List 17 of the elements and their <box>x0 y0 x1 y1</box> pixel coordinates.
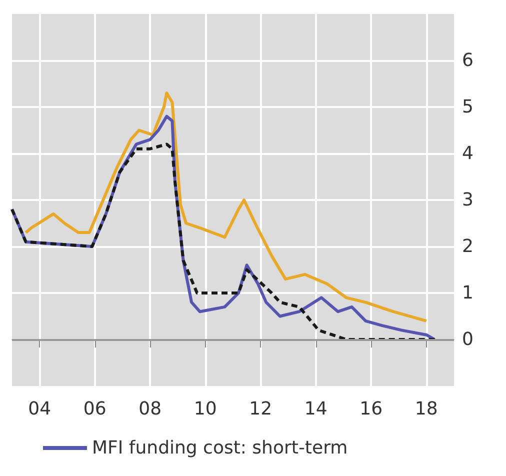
y-tick-label: 4 <box>462 143 474 164</box>
y-tick-label: 6 <box>462 50 474 71</box>
legend-label: MFI funding cost: short-term <box>92 438 348 458</box>
y-tick-label: 0 <box>462 329 474 350</box>
x-tick-label: 18 <box>414 398 438 420</box>
x-tick-label: 10 <box>194 398 217 420</box>
x-tick-label: 06 <box>83 398 106 420</box>
x-tick-label: 12 <box>249 398 272 420</box>
x-tick-label: 14 <box>304 398 328 420</box>
line-series <box>24 92 428 322</box>
x-tick-label: 04 <box>28 398 52 420</box>
y-tick-label: 3 <box>462 190 474 210</box>
y-tick-label: 5 <box>462 96 474 118</box>
x-tick-label: 16 <box>360 398 383 420</box>
y-tick-label: 2 <box>462 236 474 257</box>
y-tick-label: 1 <box>462 282 474 304</box>
x-tick-label: 08 <box>138 398 162 420</box>
